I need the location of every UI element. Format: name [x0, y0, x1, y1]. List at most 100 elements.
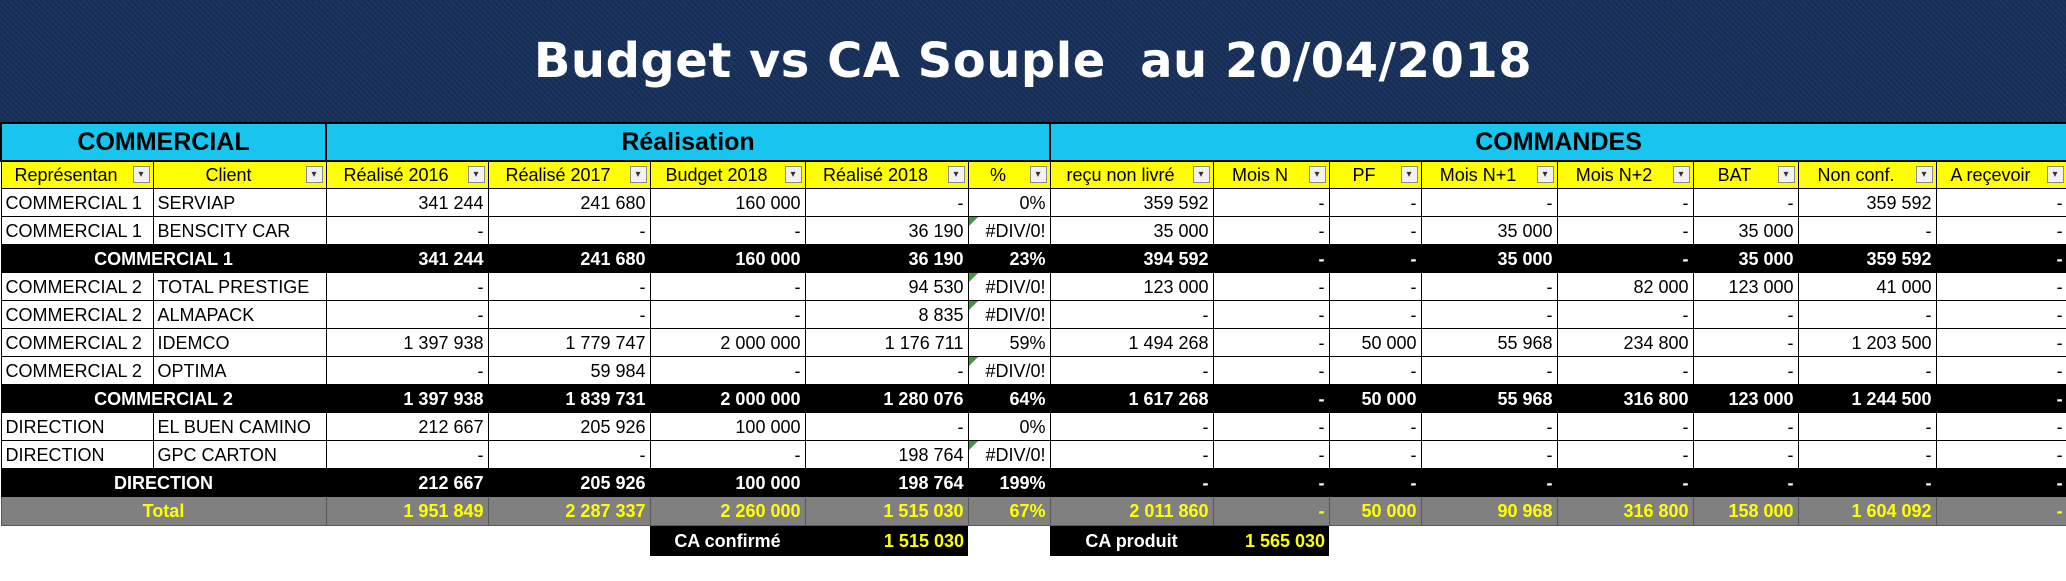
cell-representan[interactable]: COMMERCIAL 2	[0, 328, 154, 357]
cell-mois-n-2[interactable]: -	[1556, 300, 1694, 329]
filter-dropdown-icon[interactable]: ▾	[1536, 166, 1554, 183]
cell-mois-n[interactable]: -	[1212, 216, 1330, 245]
filter-dropdown-icon[interactable]: ▾	[1400, 166, 1418, 183]
cell-realise-2017[interactable]: 1 839 731	[487, 384, 651, 413]
cell-client[interactable]: BENSCITY CAR	[152, 216, 327, 245]
cell-recu-non-livre[interactable]: -	[1049, 300, 1214, 329]
cell-a-recevoir[interactable]: -	[1935, 244, 2066, 273]
cell-realise-2017[interactable]: 2 287 337	[487, 496, 651, 526]
cell-realise-2018[interactable]: 36 190	[804, 216, 969, 245]
cell-mois-n[interactable]: -	[1212, 244, 1330, 273]
cell-realise-2017[interactable]: 59 984	[487, 356, 651, 385]
filter-dropdown-icon[interactable]: ▾	[1192, 166, 1210, 183]
cell-realise-2016[interactable]: 1 951 849	[325, 496, 489, 526]
cell-mois-n[interactable]: -	[1212, 412, 1330, 441]
cell-realise-2018[interactable]: 198 764	[804, 468, 969, 497]
cell-pf[interactable]: 50 000	[1328, 496, 1422, 526]
cell-representan[interactable]: COMMERCIAL 2	[0, 272, 154, 301]
ca-confirme-value[interactable]: 1 515 030	[805, 525, 968, 556]
cell-bat[interactable]: -	[1692, 188, 1799, 217]
cell-mois-n[interactable]: -	[1212, 384, 1330, 413]
cell-a-recevoir[interactable]: -	[1935, 468, 2066, 497]
cell-realise-2018[interactable]: 1 280 076	[804, 384, 969, 413]
filter-dropdown-icon[interactable]: ▾	[467, 166, 485, 183]
cell-mois-n-1[interactable]: -	[1420, 412, 1558, 441]
cell-recu-non-livre[interactable]: 1 617 268	[1049, 384, 1214, 413]
cell-mois-n-1[interactable]: -	[1420, 440, 1558, 469]
cell-mois-n-1[interactable]: -	[1420, 356, 1558, 385]
cell-realise-2017[interactable]: -	[487, 216, 651, 245]
cell-realise-2018[interactable]: -	[804, 188, 969, 217]
cell-mois-n-1[interactable]: -	[1420, 468, 1558, 497]
filter-dropdown-icon[interactable]: ▾	[784, 166, 802, 183]
cell-pf[interactable]: -	[1328, 188, 1422, 217]
cell-budget-2018[interactable]: -	[649, 272, 806, 301]
cell-realise-2017[interactable]: -	[487, 440, 651, 469]
cell-budget-2018[interactable]: -	[649, 356, 806, 385]
cell-realise-2018[interactable]: 36 190	[804, 244, 969, 273]
cell-[interactable]: 199%	[967, 468, 1051, 497]
cell-bat[interactable]: 35 000	[1692, 216, 1799, 245]
cell-client[interactable]: TOTAL PRESTIGE	[152, 272, 327, 301]
cell-[interactable]: 64%	[967, 384, 1051, 413]
cell-recu-non-livre[interactable]: -	[1049, 440, 1214, 469]
cell-realise-2016[interactable]: 341 244	[325, 244, 489, 273]
cell-budget-2018[interactable]: 2 000 000	[649, 328, 806, 357]
cell-recu-non-livre[interactable]: -	[1049, 356, 1214, 385]
cell-mois-n-2[interactable]: -	[1556, 412, 1694, 441]
cell-realise-2018[interactable]: 8 835	[804, 300, 969, 329]
cell-mois-n-2[interactable]: 82 000	[1556, 272, 1694, 301]
cell-mois-n-2[interactable]: -	[1556, 356, 1694, 385]
cell-pf[interactable]: -	[1328, 468, 1422, 497]
cell-[interactable]: #DIV/0!	[967, 356, 1051, 385]
cell-mois-n[interactable]: -	[1212, 440, 1330, 469]
cell-recu-non-livre[interactable]: 359 592	[1049, 188, 1214, 217]
cell-representan[interactable]: COMMERCIAL 2	[0, 300, 154, 329]
cell-a-recevoir[interactable]: -	[1935, 272, 2066, 301]
cell-budget-2018[interactable]: 2 000 000	[649, 384, 806, 413]
cell-realise-2016[interactable]: -	[325, 356, 489, 385]
cell-representan[interactable]: COMMERCIAL 1	[0, 188, 154, 217]
cell-bat[interactable]: -	[1692, 468, 1799, 497]
filter-dropdown-icon[interactable]: ▾	[305, 166, 323, 183]
total-label[interactable]: Total	[0, 496, 327, 526]
cell-mois-n-2[interactable]: 316 800	[1556, 496, 1694, 526]
cell-a-recevoir[interactable]: -	[1935, 496, 2066, 526]
cell-client[interactable]: GPC CARTON	[152, 440, 327, 469]
filter-dropdown-icon[interactable]: ▾	[1777, 166, 1795, 183]
cell-realise-2017[interactable]: 241 680	[487, 244, 651, 273]
cell-[interactable]: 67%	[967, 496, 1051, 526]
cell-[interactable]: 59%	[967, 328, 1051, 357]
cell-budget-2018[interactable]: -	[649, 300, 806, 329]
cell-non-conf[interactable]: -	[1797, 412, 1937, 441]
cell-pf[interactable]: 50 000	[1328, 328, 1422, 357]
cell-non-conf[interactable]: -	[1797, 216, 1937, 245]
cell-realise-2016[interactable]: -	[325, 300, 489, 329]
cell-client[interactable]: SERVIAP	[152, 188, 327, 217]
cell-realise-2018[interactable]: 1 515 030	[804, 496, 969, 526]
cell-pf[interactable]: -	[1328, 300, 1422, 329]
cell-pf[interactable]: -	[1328, 356, 1422, 385]
cell-realise-2016[interactable]: 212 667	[325, 412, 489, 441]
cell-mois-n-2[interactable]: -	[1556, 216, 1694, 245]
cell-mois-n[interactable]: -	[1212, 272, 1330, 301]
cell-mois-n-1[interactable]: 35 000	[1420, 244, 1558, 273]
cell-a-recevoir[interactable]: -	[1935, 384, 2066, 413]
filter-dropdown-icon[interactable]: ▾	[1308, 166, 1326, 183]
cell-realise-2018[interactable]: 1 176 711	[804, 328, 969, 357]
cell-[interactable]: #DIV/0!	[967, 300, 1051, 329]
cell-non-conf[interactable]: 1 244 500	[1797, 384, 1937, 413]
subtotal-label[interactable]: COMMERCIAL 1	[0, 244, 327, 273]
cell-mois-n[interactable]: -	[1212, 188, 1330, 217]
cell-client[interactable]: OPTIMA	[152, 356, 327, 385]
cell-realise-2018[interactable]: 198 764	[804, 440, 969, 469]
subtotal-label[interactable]: COMMERCIAL 2	[0, 384, 327, 413]
cell-recu-non-livre[interactable]: -	[1049, 412, 1214, 441]
cell-a-recevoir[interactable]: -	[1935, 356, 2066, 385]
cell-pf[interactable]: -	[1328, 440, 1422, 469]
cell-non-conf[interactable]: -	[1797, 300, 1937, 329]
cell-mois-n-1[interactable]: -	[1420, 272, 1558, 301]
cell-budget-2018[interactable]: 100 000	[649, 412, 806, 441]
cell-[interactable]: #DIV/0!	[967, 272, 1051, 301]
cell-non-conf[interactable]: 41 000	[1797, 272, 1937, 301]
